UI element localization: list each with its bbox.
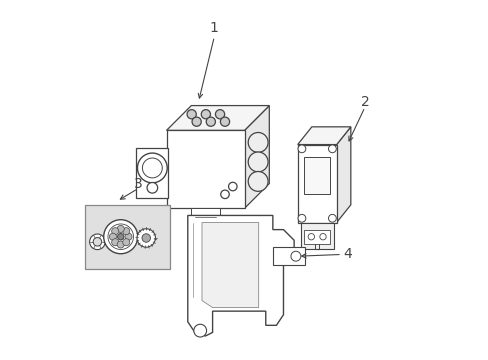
- Bar: [191, 208, 219, 228]
- Circle shape: [111, 239, 119, 246]
- Bar: [297, 145, 336, 222]
- Circle shape: [117, 225, 124, 233]
- Polygon shape: [202, 222, 258, 307]
- Circle shape: [297, 145, 305, 153]
- Polygon shape: [187, 215, 293, 336]
- Polygon shape: [244, 105, 269, 208]
- Bar: [85, 205, 170, 269]
- Text: 4: 4: [342, 247, 351, 261]
- Circle shape: [117, 234, 123, 240]
- Circle shape: [193, 324, 206, 337]
- Circle shape: [125, 233, 132, 240]
- Circle shape: [248, 171, 267, 192]
- Bar: [304, 157, 329, 194]
- Bar: [136, 148, 168, 198]
- Text: 1: 1: [209, 21, 218, 35]
- Circle shape: [111, 228, 119, 235]
- Circle shape: [328, 145, 336, 153]
- Polygon shape: [336, 127, 350, 222]
- Circle shape: [142, 234, 150, 242]
- Bar: [166, 130, 244, 208]
- Circle shape: [109, 233, 116, 240]
- Circle shape: [307, 234, 314, 240]
- Circle shape: [248, 132, 267, 152]
- Circle shape: [103, 220, 138, 254]
- Circle shape: [220, 190, 229, 199]
- Circle shape: [297, 215, 305, 222]
- Bar: [304, 230, 329, 244]
- Circle shape: [117, 241, 124, 248]
- Circle shape: [215, 110, 224, 119]
- Polygon shape: [272, 247, 304, 265]
- Circle shape: [142, 158, 162, 178]
- Circle shape: [248, 152, 267, 172]
- Circle shape: [201, 110, 210, 119]
- Circle shape: [122, 239, 129, 246]
- Bar: [300, 222, 333, 249]
- Polygon shape: [166, 105, 269, 130]
- Circle shape: [328, 215, 336, 222]
- Circle shape: [192, 117, 201, 126]
- Circle shape: [147, 183, 157, 193]
- Circle shape: [137, 153, 167, 183]
- Text: 3: 3: [134, 176, 142, 190]
- Circle shape: [187, 110, 196, 119]
- Circle shape: [137, 229, 155, 247]
- Circle shape: [206, 117, 215, 126]
- Circle shape: [290, 251, 300, 261]
- Circle shape: [108, 224, 133, 249]
- Circle shape: [93, 238, 102, 246]
- Circle shape: [220, 117, 229, 126]
- Polygon shape: [297, 127, 350, 145]
- Circle shape: [319, 234, 325, 240]
- Circle shape: [122, 228, 129, 235]
- Circle shape: [89, 234, 105, 249]
- Circle shape: [228, 182, 237, 191]
- Text: 2: 2: [360, 95, 368, 109]
